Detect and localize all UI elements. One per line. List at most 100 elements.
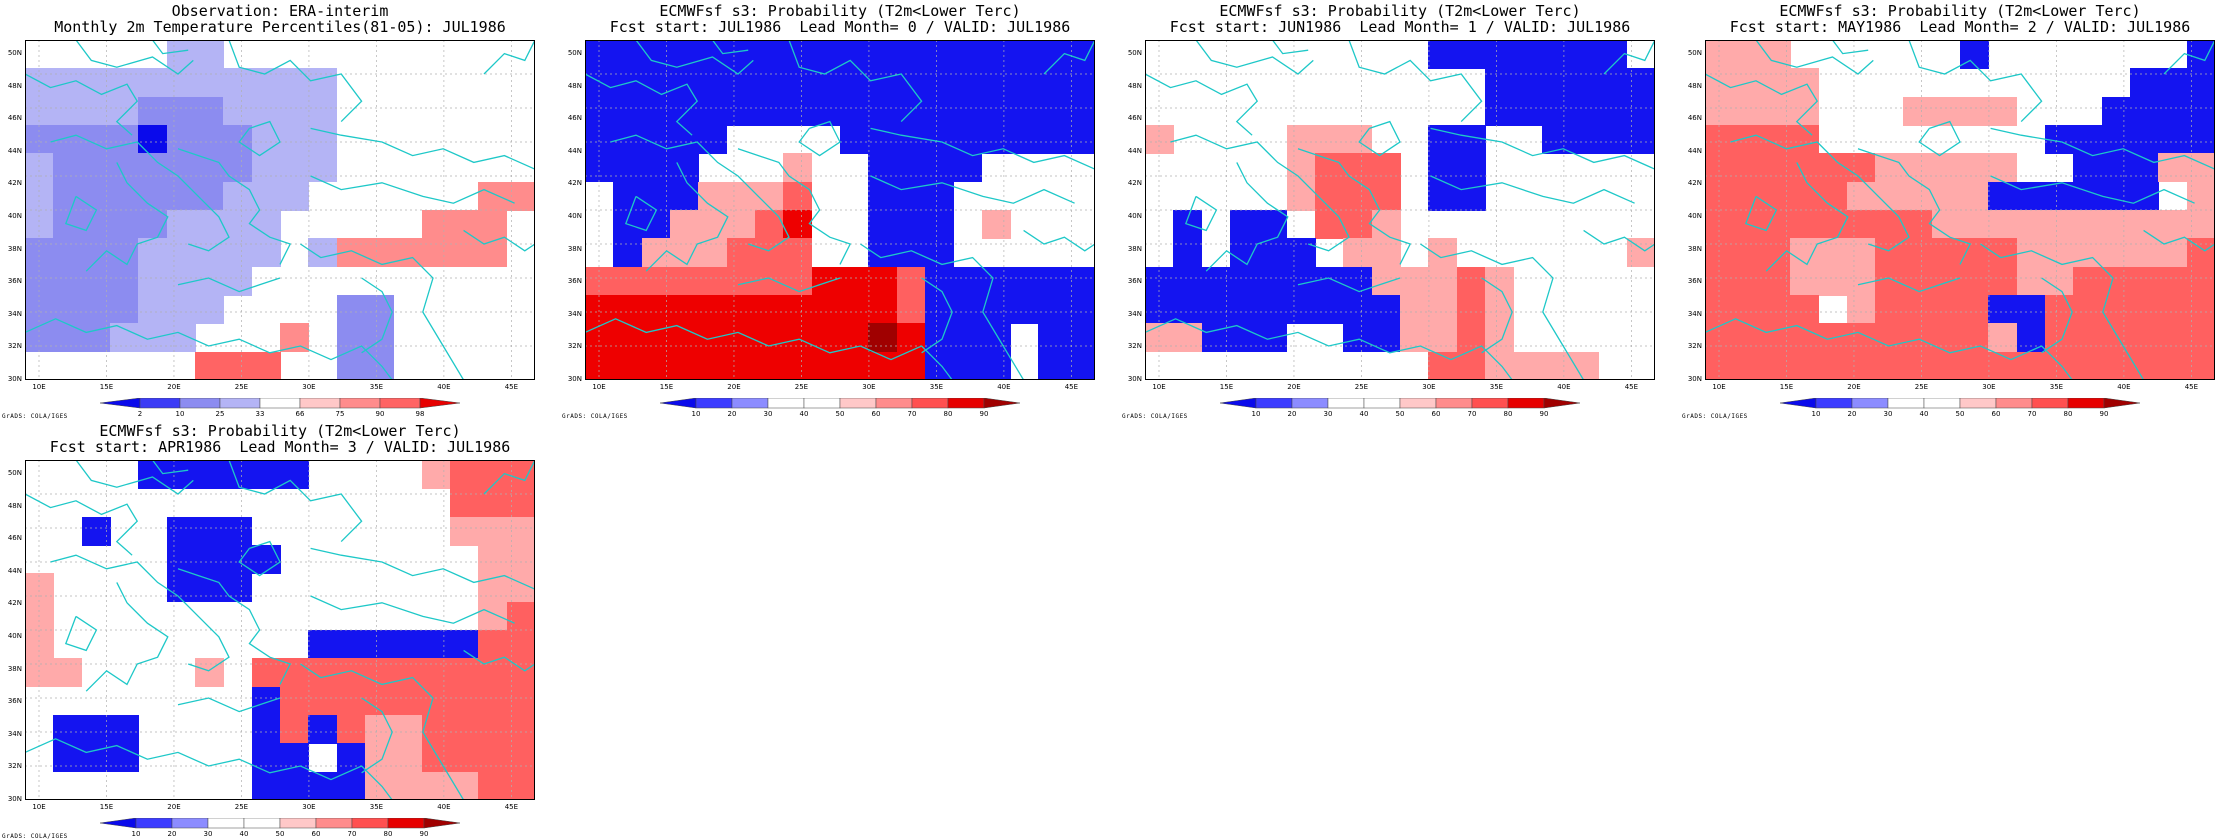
shaded-grid-cell	[2045, 181, 2074, 211]
latitude-tick-label: 34N	[7, 729, 22, 738]
latitude-tick-label: 34N	[567, 309, 582, 318]
shaded-grid-cell	[2130, 238, 2159, 268]
shaded-grid-cell	[925, 68, 954, 98]
shaded-grid-cell	[1286, 295, 1316, 324]
shaded-grid-cell	[280, 96, 309, 126]
shaded-grid-cell	[1705, 238, 1734, 268]
shaded-grid-cell	[478, 488, 508, 518]
shaded-grid-cell	[223, 181, 253, 211]
colorbar-tick-label: 30	[1323, 410, 1333, 418]
latitude-tick-label: 42N	[567, 179, 582, 188]
shaded-grid-cell	[2073, 295, 2103, 324]
shaded-grid-cell	[138, 210, 168, 239]
shaded-grid-cell	[698, 181, 728, 211]
latitude-tick-label: 42N	[1687, 179, 1702, 188]
shaded-grid-cell	[1485, 266, 1514, 296]
shaded-grid-cell	[953, 68, 983, 98]
shaded-grid-cell	[1286, 238, 1316, 268]
shaded-grid-cell	[1230, 210, 1259, 239]
shaded-grid-cell	[726, 351, 756, 380]
shaded-grid-cell	[450, 715, 479, 744]
coastline	[228, 40, 363, 123]
shaded-grid-cell	[1258, 210, 1288, 239]
shaded-grid-cell	[1570, 40, 1599, 69]
shaded-grid-cell	[1286, 266, 1316, 296]
shaded-grid-cell	[421, 238, 451, 268]
shaded-grid-cell	[1626, 238, 1655, 268]
colorbar-swatch	[1255, 398, 1293, 409]
shaded-grid-cell	[925, 96, 954, 126]
latitude-tick-label: 30N	[567, 375, 582, 383]
colorbar-swatch	[2103, 398, 2140, 409]
shaded-grid-cell	[840, 351, 869, 380]
shaded-grid-cell	[81, 238, 111, 268]
coastline	[361, 277, 393, 354]
latitude-tick-label: 50N	[7, 49, 22, 57]
longitude-tick-label: 35E	[2049, 383, 2064, 391]
shaded-grid-cell	[421, 630, 451, 659]
shaded-grid-cell	[1485, 40, 1514, 69]
shaded-grid-cell	[1456, 323, 1486, 353]
coastline	[1857, 148, 1972, 265]
shaded-grid-cell	[868, 323, 898, 353]
shaded-grid-cell	[1570, 125, 1599, 154]
colorbar-swatch	[299, 398, 341, 409]
shaded-grid-cell	[1705, 181, 1734, 211]
shaded-grid-cell	[641, 351, 671, 380]
coastline	[463, 229, 535, 252]
colorbar-swatch	[695, 398, 733, 409]
shaded-grid-cell	[2045, 210, 2074, 239]
colorbar-tick-label: 98	[415, 410, 425, 418]
colorbar-tick-label: 20	[167, 830, 177, 838]
panel-title-line1: ECMWFsf s3: Probability (T2m<Lower Terc)	[99, 422, 461, 440]
shaded-grid-cell	[783, 96, 813, 126]
shaded-grid-cell	[1038, 295, 1068, 324]
shaded-grid-cell	[81, 153, 111, 183]
latitude-tick-label: 50N	[7, 469, 22, 477]
colorbar-swatch	[100, 818, 137, 829]
shaded-grid-cell	[670, 40, 699, 69]
longitude-tick-label: 45E	[2184, 383, 2199, 391]
shaded-grid-cell	[1626, 68, 1655, 98]
shaded-grid-cell	[1761, 295, 1791, 324]
shaded-grid-cell	[1988, 96, 2018, 126]
shaded-grid-cell	[110, 210, 139, 239]
coastline	[1430, 127, 1655, 170]
shaded-grid-cell	[1988, 266, 2018, 296]
latitude-tick-label: 32N	[7, 762, 22, 771]
latitude-tick-label: 40N	[567, 212, 582, 220]
shaded-grid-cell	[755, 210, 784, 239]
colorbar-swatch	[1327, 398, 1365, 409]
coastline	[870, 175, 1075, 204]
shaded-grid-cell	[450, 630, 479, 659]
coastline	[2143, 229, 2215, 252]
shaded-grid-cell	[2158, 125, 2188, 154]
shaded-grid-cell	[1010, 266, 1039, 296]
longitude-tick-label: 45E	[504, 383, 519, 391]
shaded-grid-cell	[2158, 210, 2188, 239]
shaded-grid-cell	[2130, 125, 2159, 154]
shaded-grid-cell	[698, 125, 728, 154]
coastline	[483, 460, 535, 495]
coastline	[228, 460, 363, 543]
coastline	[1481, 277, 1513, 354]
shaded-grid-cell	[25, 238, 54, 268]
shaded-grid-cell	[195, 351, 224, 380]
shaded-grid-cell	[613, 153, 643, 183]
longitude-tick-label: 10E	[1152, 383, 1166, 391]
colorbar-tick-label: 10	[691, 410, 701, 418]
coastline	[85, 582, 169, 692]
shaded-grid-cell	[953, 323, 983, 353]
colorbar-swatch	[767, 398, 805, 409]
coastline	[1271, 40, 1309, 55]
shaded-grid-cell	[195, 266, 224, 296]
colorbar-tick-label: 30	[763, 410, 773, 418]
colorbar-tick-label: 80	[383, 830, 393, 838]
shaded-grid-cell	[393, 771, 423, 800]
shaded-grid-cell	[308, 715, 338, 744]
latitude-tick-label: 38N	[1127, 244, 1142, 253]
coastline	[177, 568, 292, 685]
latitude-tick-label: 32N	[7, 342, 22, 351]
shaded-grid-cell	[1818, 181, 1848, 211]
graticule-lines	[1145, 40, 1655, 380]
